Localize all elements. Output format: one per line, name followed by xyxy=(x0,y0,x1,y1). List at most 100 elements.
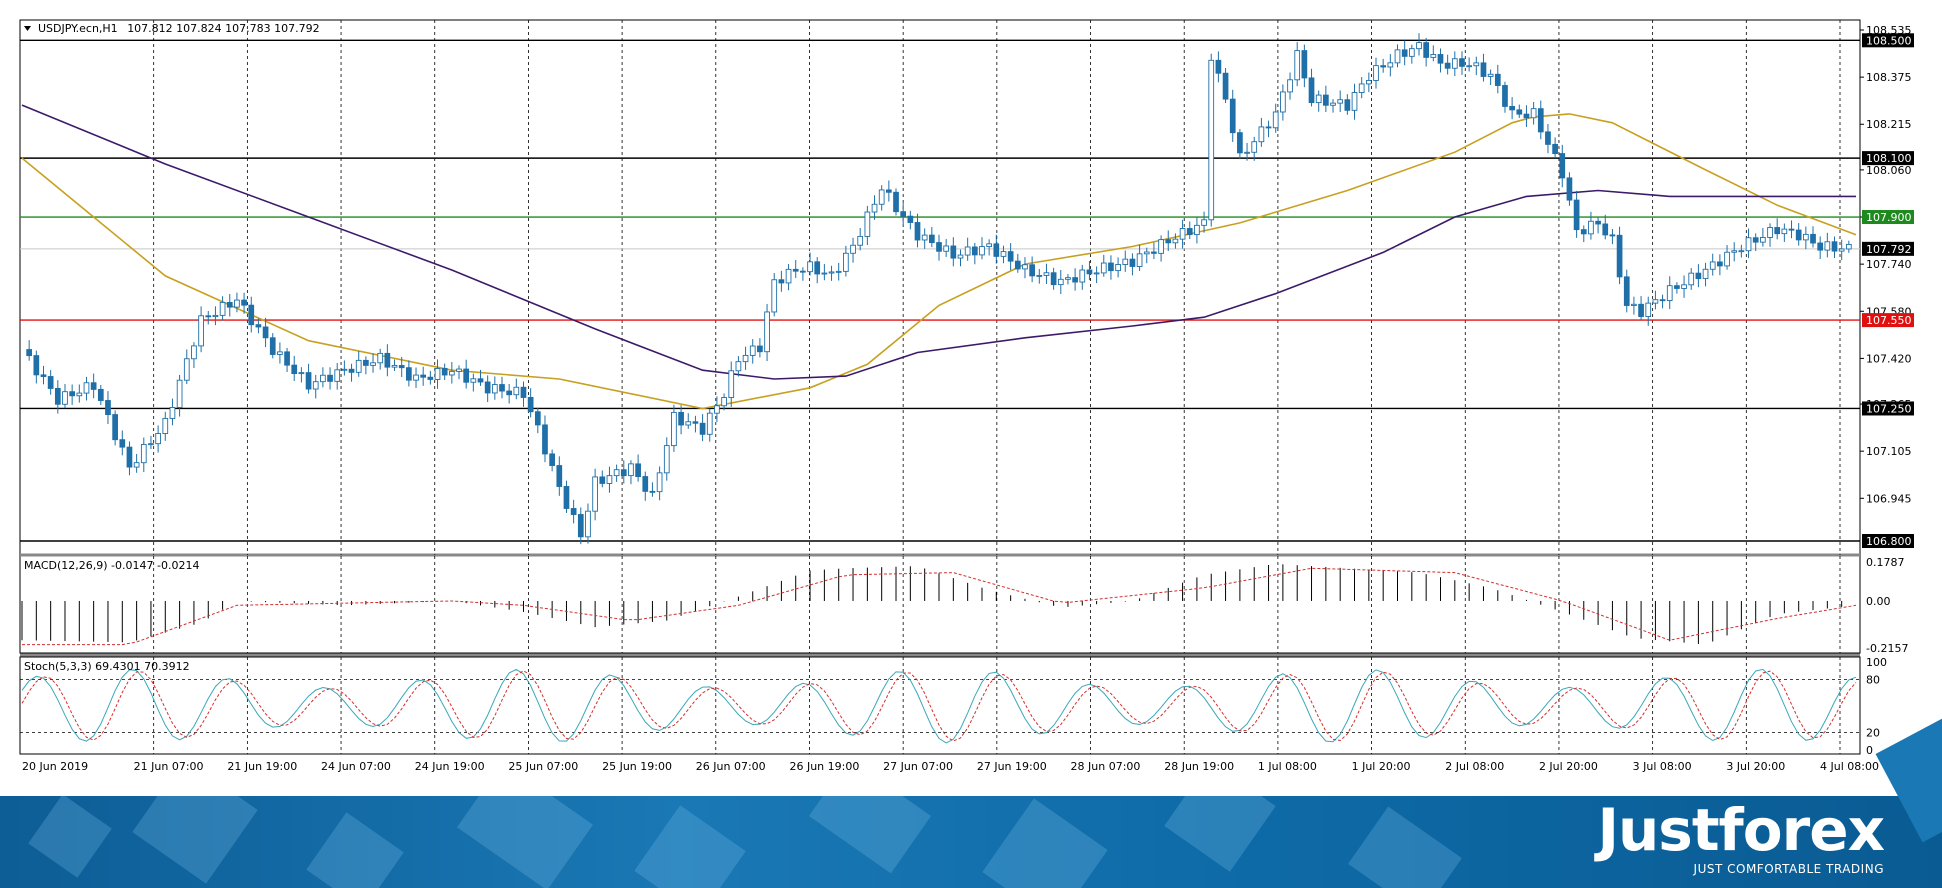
candle xyxy=(936,234,942,261)
candle xyxy=(1408,44,1415,64)
candle-body xyxy=(76,392,83,397)
candle-body xyxy=(327,374,333,382)
candle-body xyxy=(391,365,398,368)
candle xyxy=(1143,247,1150,264)
candle xyxy=(1108,255,1114,280)
candle xyxy=(1115,257,1121,278)
candle-body xyxy=(198,315,204,347)
candle-body xyxy=(269,337,276,355)
candle xyxy=(986,239,992,256)
candle xyxy=(1201,211,1207,233)
candle xyxy=(377,348,384,370)
candle-body xyxy=(212,314,219,318)
collapse-triangle-icon[interactable] xyxy=(24,26,31,31)
candle-body xyxy=(1423,42,1430,58)
candle xyxy=(800,267,806,281)
svg-text:USDJPY.ecn,H1 107.812 107.824: USDJPY.ecn,H1 107.812 107.824 107.783 10… xyxy=(38,22,320,35)
candle-body xyxy=(477,378,484,383)
stoch-y-tick-label: 20 xyxy=(1866,726,1880,739)
candle xyxy=(1387,54,1394,77)
candle xyxy=(943,239,950,257)
candle xyxy=(878,185,885,211)
candle-body xyxy=(699,422,706,435)
candle xyxy=(370,353,376,373)
candle xyxy=(1838,239,1845,261)
candle xyxy=(1595,216,1601,234)
candle-body xyxy=(671,411,677,447)
candle-body xyxy=(133,462,140,468)
candle xyxy=(828,265,835,281)
candle xyxy=(1509,97,1515,120)
candle xyxy=(914,213,921,248)
candle-body xyxy=(599,476,606,484)
candle-body xyxy=(1365,80,1372,85)
candle-body xyxy=(441,367,448,376)
candle xyxy=(198,306,204,353)
candle xyxy=(642,471,649,501)
candle-body xyxy=(1115,264,1121,272)
candle-body xyxy=(1194,224,1200,236)
candle-body xyxy=(219,301,226,316)
candle xyxy=(663,437,670,481)
candle xyxy=(1552,137,1558,159)
candle xyxy=(90,373,97,399)
candle xyxy=(1623,269,1630,313)
candle-body xyxy=(1559,153,1566,179)
candle xyxy=(1251,136,1258,161)
candle-body xyxy=(1022,264,1028,270)
macd-title: MACD(12,26,9) -0.0147 -0.0214 xyxy=(24,559,199,572)
x-tick-label: 28 Jun 19:00 xyxy=(1164,760,1234,773)
candle-body xyxy=(979,246,985,256)
candle-body xyxy=(1681,284,1687,289)
candle-body xyxy=(40,374,47,377)
candle-body xyxy=(484,381,491,394)
candle-body xyxy=(1186,228,1193,236)
candle-body xyxy=(1086,269,1093,275)
candle xyxy=(1000,245,1007,264)
candle-body xyxy=(1265,126,1272,129)
candle xyxy=(971,242,978,265)
candle-body xyxy=(921,234,928,241)
candle-body xyxy=(928,234,935,244)
candle xyxy=(305,363,312,394)
candle xyxy=(1287,72,1293,100)
candle-body xyxy=(1280,91,1286,113)
candle-body xyxy=(800,270,806,273)
candle xyxy=(900,202,907,226)
candle-body xyxy=(1537,108,1544,133)
candle xyxy=(413,367,419,388)
candle xyxy=(1430,45,1437,62)
candle xyxy=(1803,226,1809,250)
candle xyxy=(685,413,692,429)
candle-body xyxy=(914,222,921,241)
candle-body xyxy=(248,304,255,326)
candle xyxy=(506,384,513,404)
candle-body xyxy=(1502,85,1508,107)
candle xyxy=(248,296,255,333)
candle xyxy=(1645,296,1652,326)
macd-y-tick-label: 0.1787 xyxy=(1866,556,1905,569)
candle xyxy=(1416,33,1422,56)
candle xyxy=(191,342,197,369)
candle xyxy=(585,503,591,544)
candle xyxy=(1007,243,1014,271)
candle xyxy=(1580,225,1587,243)
candle xyxy=(735,356,742,377)
candle xyxy=(1459,51,1465,75)
candle-body xyxy=(1552,143,1558,155)
candle xyxy=(950,237,957,267)
candle-body xyxy=(176,379,183,408)
candle xyxy=(1745,228,1752,259)
candle xyxy=(47,370,54,395)
symbol-title: USDJPY.ecn,H1 xyxy=(38,22,118,35)
candle xyxy=(499,376,505,399)
candle xyxy=(606,466,613,493)
candle xyxy=(1165,230,1172,252)
candle xyxy=(979,237,985,260)
candle-body xyxy=(778,279,785,284)
price-label-box xyxy=(1862,241,1914,256)
candle-body xyxy=(406,367,412,381)
candle xyxy=(1258,117,1265,147)
candle-body xyxy=(1172,238,1179,244)
candle-body xyxy=(1487,73,1494,77)
